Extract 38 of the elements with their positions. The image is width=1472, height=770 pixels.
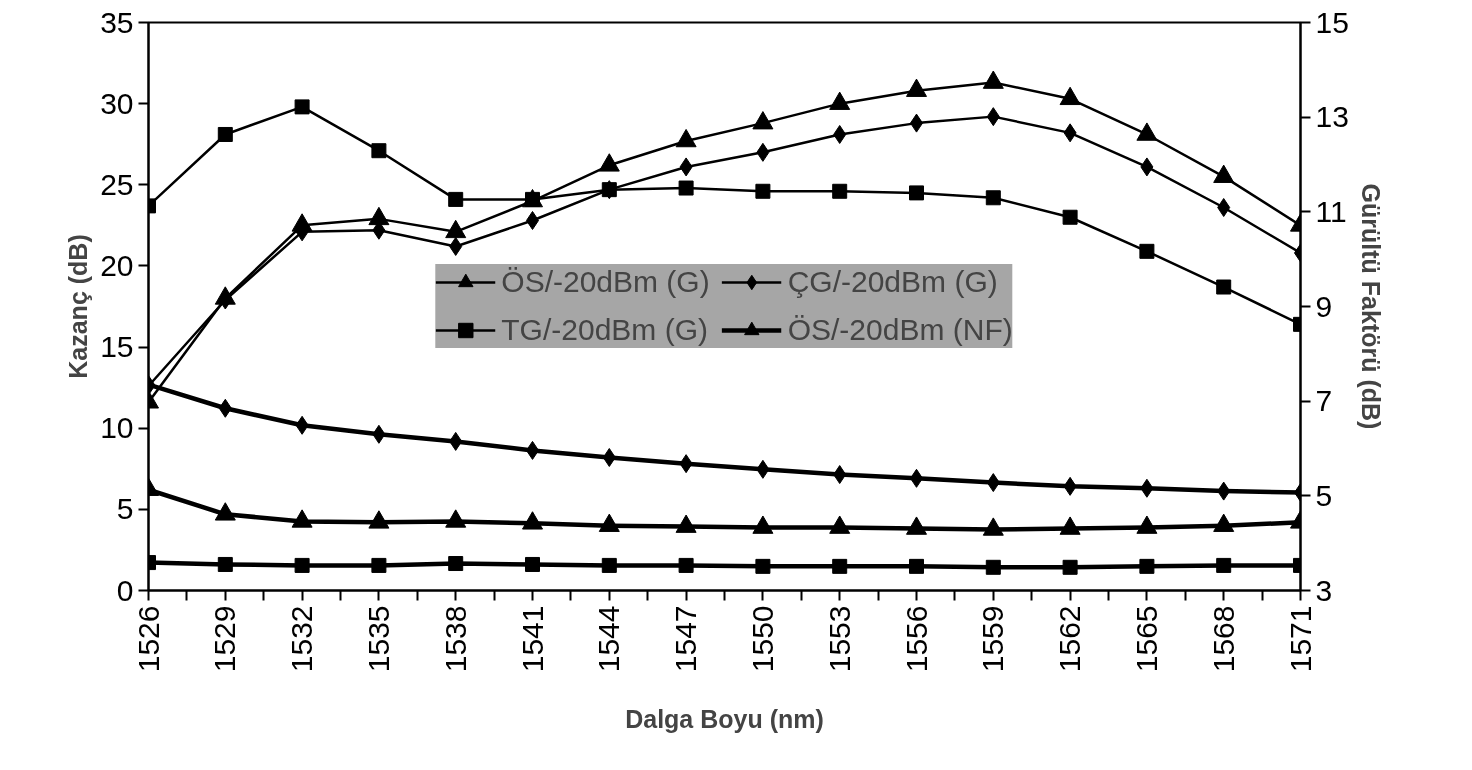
x-tick-label: 1565	[1129, 605, 1163, 673]
legend-label: ÇG/-20dBm (G)	[787, 265, 998, 299]
x-tick-label: 1547	[669, 605, 703, 673]
y-axis-title: Kazanç (dB)	[64, 234, 93, 379]
y-tick-label: 25	[100, 167, 134, 201]
x-tick-label: 1553	[822, 605, 856, 673]
y-tick-label: 5	[116, 492, 134, 526]
legend-label: ÖS/-20dBm (G)	[501, 265, 710, 299]
y2-tick-label: 5	[1315, 478, 1333, 512]
y-tick-label: 0	[116, 573, 134, 607]
x-tick-label: 1538	[438, 605, 472, 673]
x-tick-label: 1535	[361, 605, 395, 673]
x-tick-label: 1550	[745, 605, 779, 673]
y2-axis-title: Gürültü Faktörü (dB)	[1356, 183, 1385, 430]
x-tick-label: 1562	[1053, 605, 1087, 673]
y-tick-label: 10	[100, 411, 134, 445]
x-tick-label: 1544	[592, 605, 626, 673]
x-tick-label: 1532	[285, 605, 319, 673]
y-tick-label: 15	[100, 330, 134, 364]
y-tick-label: 20	[100, 248, 134, 282]
y2-tick-label: 7	[1315, 384, 1333, 418]
x-axis-title: Dalga Boyu (nm)	[625, 705, 824, 734]
legend-label: ÖS/-20dBm (NF)	[787, 313, 1013, 347]
y2-tick-label: 13	[1315, 100, 1349, 134]
x-tick-label: 1556	[899, 605, 933, 673]
y2-tick-label: 9	[1315, 289, 1333, 323]
y2-tick-label: 11	[1315, 194, 1347, 228]
x-tick-label: 1559	[976, 605, 1010, 673]
x-tick-label: 1529	[208, 605, 242, 673]
x-tick-label: 1541	[515, 605, 549, 673]
legend-label: TG/-20dBm (G)	[501, 313, 708, 347]
y-tick-label: 35	[100, 5, 134, 39]
x-tick-label: 1526	[131, 605, 165, 673]
x-tick-label: 1571	[1283, 605, 1317, 673]
y-tick-label: 30	[100, 86, 134, 120]
y2-tick-label: 3	[1315, 573, 1333, 607]
y2-tick-label: 15	[1315, 5, 1349, 39]
x-tick-label: 1568	[1206, 605, 1240, 673]
